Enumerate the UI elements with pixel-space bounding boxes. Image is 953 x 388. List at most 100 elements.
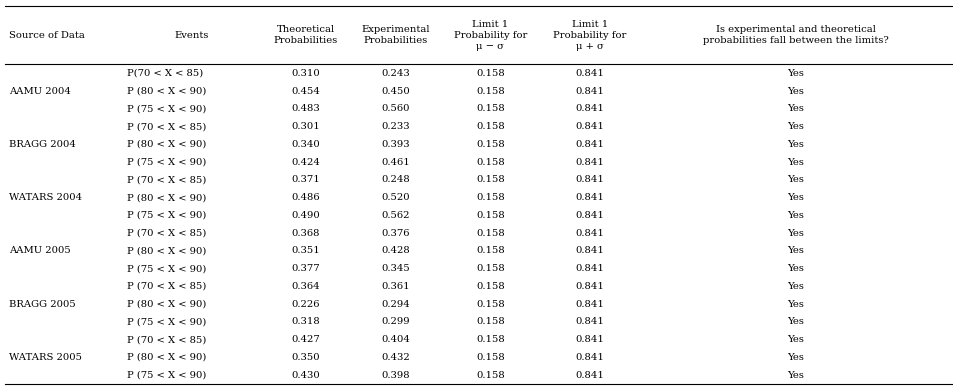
Text: 0.841: 0.841 [575, 140, 603, 149]
Text: 0.454: 0.454 [291, 87, 319, 95]
Text: 0.158: 0.158 [476, 246, 504, 255]
Text: P (75 < X < 90): P (75 < X < 90) [127, 264, 206, 273]
Text: 0.841: 0.841 [575, 335, 603, 344]
Text: 0.361: 0.361 [381, 282, 410, 291]
Text: 0.424: 0.424 [291, 158, 319, 166]
Text: 0.368: 0.368 [291, 229, 319, 238]
Text: P (75 < X < 90): P (75 < X < 90) [127, 104, 206, 113]
Text: Experimental
Probabilities: Experimental Probabilities [361, 25, 430, 45]
Text: P (80 < X < 90): P (80 < X < 90) [127, 246, 206, 255]
Text: 0.345: 0.345 [381, 264, 410, 273]
Text: Is experimental and theoretical
probabilities fall between the limits?: Is experimental and theoretical probabil… [702, 25, 888, 45]
Text: WATARS 2004: WATARS 2004 [9, 193, 82, 202]
Text: 0.450: 0.450 [381, 87, 410, 95]
Text: Yes: Yes [786, 353, 803, 362]
Text: 0.841: 0.841 [575, 211, 603, 220]
Text: AAMU 2004: AAMU 2004 [9, 87, 71, 95]
Text: P (70 < X < 85): P (70 < X < 85) [127, 229, 206, 238]
Text: 0.841: 0.841 [575, 317, 603, 326]
Text: P (80 < X < 90): P (80 < X < 90) [127, 353, 206, 362]
Text: Source of Data: Source of Data [9, 31, 85, 40]
Text: 0.248: 0.248 [381, 175, 410, 184]
Text: 0.483: 0.483 [291, 104, 319, 113]
Text: 0.158: 0.158 [476, 158, 504, 166]
Text: 0.158: 0.158 [476, 335, 504, 344]
Text: 0.461: 0.461 [381, 158, 410, 166]
Text: 0.427: 0.427 [291, 335, 319, 344]
Text: 0.841: 0.841 [575, 246, 603, 255]
Text: 0.158: 0.158 [476, 353, 504, 362]
Text: 0.841: 0.841 [575, 158, 603, 166]
Text: 0.364: 0.364 [291, 282, 319, 291]
Text: Yes: Yes [786, 335, 803, 344]
Text: P (70 < X < 85): P (70 < X < 85) [127, 122, 206, 131]
Text: 0.158: 0.158 [476, 371, 504, 380]
Text: P (75 < X < 90): P (75 < X < 90) [127, 211, 206, 220]
Text: P(70 < X < 85): P(70 < X < 85) [127, 69, 203, 78]
Text: P (80 < X < 90): P (80 < X < 90) [127, 300, 206, 309]
Text: 0.486: 0.486 [291, 193, 319, 202]
Text: Yes: Yes [786, 87, 803, 95]
Text: WATARS 2005: WATARS 2005 [9, 353, 82, 362]
Text: 0.841: 0.841 [575, 104, 603, 113]
Text: 0.371: 0.371 [291, 175, 319, 184]
Text: 0.158: 0.158 [476, 264, 504, 273]
Text: 0.158: 0.158 [476, 175, 504, 184]
Text: Yes: Yes [786, 282, 803, 291]
Text: P (75 < X < 90): P (75 < X < 90) [127, 371, 206, 380]
Text: P (70 < X < 85): P (70 < X < 85) [127, 335, 206, 344]
Text: 0.432: 0.432 [381, 353, 410, 362]
Text: P (80 < X < 90): P (80 < X < 90) [127, 193, 206, 202]
Text: Limit 1
Probability for
μ + σ: Limit 1 Probability for μ + σ [553, 19, 626, 51]
Text: Yes: Yes [786, 317, 803, 326]
Text: BRAGG 2004: BRAGG 2004 [9, 140, 75, 149]
Text: 0.301: 0.301 [291, 122, 319, 131]
Text: Yes: Yes [786, 158, 803, 166]
Text: 0.318: 0.318 [291, 317, 319, 326]
Text: Yes: Yes [786, 104, 803, 113]
Text: 0.299: 0.299 [381, 317, 410, 326]
Text: 0.158: 0.158 [476, 317, 504, 326]
Text: Yes: Yes [786, 371, 803, 380]
Text: P (70 < X < 85): P (70 < X < 85) [127, 282, 206, 291]
Text: Yes: Yes [786, 300, 803, 309]
Text: Yes: Yes [786, 122, 803, 131]
Text: 0.428: 0.428 [381, 246, 410, 255]
Text: 0.233: 0.233 [381, 122, 410, 131]
Text: 0.404: 0.404 [380, 335, 410, 344]
Text: P (75 < X < 90): P (75 < X < 90) [127, 317, 206, 326]
Text: 0.841: 0.841 [575, 87, 603, 95]
Text: 0.393: 0.393 [381, 140, 410, 149]
Text: 0.158: 0.158 [476, 211, 504, 220]
Text: 0.841: 0.841 [575, 264, 603, 273]
Text: AAMU 2005: AAMU 2005 [9, 246, 71, 255]
Text: Yes: Yes [786, 140, 803, 149]
Text: 0.158: 0.158 [476, 140, 504, 149]
Text: Yes: Yes [786, 229, 803, 238]
Text: 0.841: 0.841 [575, 175, 603, 184]
Text: 0.340: 0.340 [291, 140, 319, 149]
Text: 0.243: 0.243 [381, 69, 410, 78]
Text: P (80 < X < 90): P (80 < X < 90) [127, 140, 206, 149]
Text: 0.158: 0.158 [476, 229, 504, 238]
Text: 0.490: 0.490 [291, 211, 319, 220]
Text: P (75 < X < 90): P (75 < X < 90) [127, 158, 206, 166]
Text: P (80 < X < 90): P (80 < X < 90) [127, 87, 206, 95]
Text: BRAGG 2005: BRAGG 2005 [9, 300, 75, 309]
Text: 0.351: 0.351 [291, 246, 319, 255]
Text: 0.430: 0.430 [291, 371, 319, 380]
Text: Yes: Yes [786, 264, 803, 273]
Text: 0.376: 0.376 [381, 229, 410, 238]
Text: Yes: Yes [786, 246, 803, 255]
Text: 0.158: 0.158 [476, 122, 504, 131]
Text: 0.562: 0.562 [381, 211, 410, 220]
Text: 0.350: 0.350 [291, 353, 319, 362]
Text: Yes: Yes [786, 211, 803, 220]
Text: 0.560: 0.560 [381, 104, 410, 113]
Text: 0.841: 0.841 [575, 229, 603, 238]
Text: 0.841: 0.841 [575, 282, 603, 291]
Text: 0.226: 0.226 [291, 300, 319, 309]
Text: 0.520: 0.520 [381, 193, 410, 202]
Text: 0.841: 0.841 [575, 371, 603, 380]
Text: Limit 1
Probability for
μ − σ: Limit 1 Probability for μ − σ [453, 19, 526, 51]
